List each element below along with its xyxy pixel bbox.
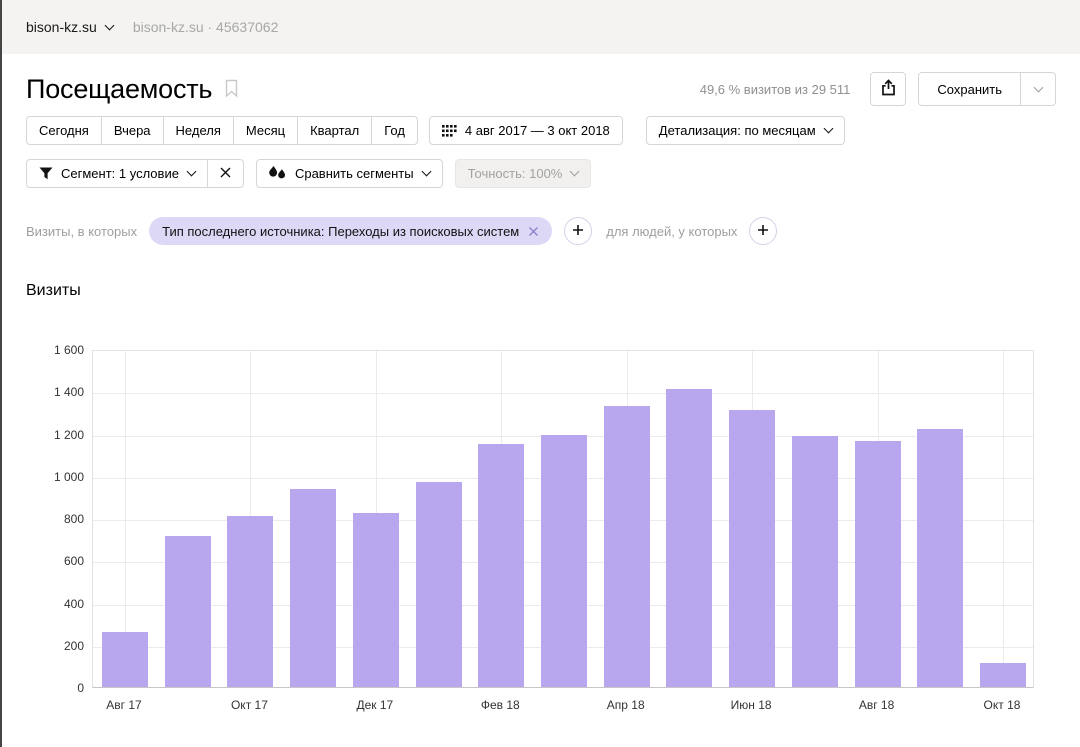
- y-axis-tick-label: 0: [77, 681, 84, 695]
- chevron-down-icon: [104, 20, 115, 30]
- y-axis-tick-label: 1 200: [53, 427, 84, 442]
- people-condition-label: для людей, у которых: [606, 223, 738, 239]
- x-axis-tick-label: Окт 18: [983, 698, 1021, 712]
- calendar-grid-icon: [441, 124, 457, 137]
- share-button[interactable]: [870, 72, 907, 106]
- period-tabs: Сегодня Вчера Неделя Месяц Квартал Год: [26, 116, 418, 145]
- chart-bar-Май 18[interactable]: [666, 389, 713, 687]
- period-tab-3[interactable]: Месяц: [232, 116, 299, 145]
- chart-bar-Мар 18[interactable]: [541, 434, 587, 687]
- save-options-button[interactable]: [1020, 72, 1056, 106]
- chevron-down-icon: [1033, 82, 1043, 92]
- chart-bar-Авг 17[interactable]: [102, 632, 148, 687]
- chart-bar-Июн 18[interactable]: [729, 410, 776, 687]
- detalization-button[interactable]: Детализация: по месяцам: [645, 116, 845, 145]
- y-axis-tick-label: 400: [63, 596, 84, 611]
- x-axis-tick-label: Окт 17: [230, 698, 268, 712]
- title-actions: 49,6 % визитов из 29 511 Сохранить: [700, 72, 1056, 106]
- x-axis-tick-label: Авг 17: [106, 698, 142, 712]
- gridline-horizontal: [93, 393, 1033, 395]
- chart-bar-Фев 18[interactable]: [478, 444, 525, 687]
- compare-segments-label: Сравнить сегменты: [294, 166, 414, 181]
- y-axis-tick-label: 600: [63, 554, 84, 569]
- site-switcher[interactable]: bison-kz.su: [26, 19, 115, 35]
- chart-bar-Сен 17[interactable]: [164, 535, 211, 687]
- date-range-label: 4 авг 2017 — 3 окт 2018: [464, 123, 610, 138]
- segment-label: Сегмент: 1 условие: [61, 166, 179, 181]
- chart-plot-area: [92, 350, 1034, 688]
- chart-bar-Авг 18[interactable]: [854, 440, 901, 687]
- segment-group: Сегмент: 1 условие: [26, 159, 244, 188]
- chart-bar-Ноя 17[interactable]: [290, 489, 337, 687]
- chart-bar-Янв 18[interactable]: [415, 482, 462, 687]
- period-row: Сегодня Вчера Неделя Месяц Квартал Год 4 авг …: [26, 116, 1056, 145]
- period-tab-0[interactable]: Сегодня: [26, 116, 102, 145]
- chart-bar-Окт 18[interactable]: [980, 662, 1026, 687]
- visits-summary: 49,6 % визитов из 29 511: [699, 81, 851, 97]
- chevron-down-icon: [186, 166, 197, 177]
- segment-row: Сегмент: 1 условие Сравнить сегменты: [26, 159, 1056, 188]
- period-tab-5[interactable]: Год: [371, 116, 418, 145]
- plus-icon: [757, 224, 769, 239]
- x-axis-tick-label: Дек 17: [356, 698, 394, 712]
- chart-title: Визиты: [26, 282, 81, 299]
- x-axis-tick-label: Июн 18: [730, 698, 772, 712]
- chart-bar-Сен 18[interactable]: [917, 429, 964, 687]
- site-counter-id: bison-kz.su · 45637062: [132, 19, 279, 35]
- drops-compare-icon: [269, 166, 287, 181]
- period-tab-2[interactable]: Неделя: [162, 116, 234, 145]
- x-axis-tick-label: Авг 18: [858, 698, 895, 712]
- main-content: Посещаемость 49,6 % визитов из 29 511: [2, 70, 1080, 722]
- y-axis-tick-label: 1 000: [53, 469, 84, 484]
- period-tab-1[interactable]: Вчера: [100, 116, 164, 145]
- segment-clear-button[interactable]: [206, 159, 244, 188]
- chevron-down-icon: [421, 166, 432, 177]
- save-split-button: Сохранить: [918, 72, 1056, 106]
- add-people-condition-button[interactable]: [749, 217, 778, 245]
- gridline-vertical: [1003, 351, 1004, 687]
- detalization-label: Детализация: по месяцам: [658, 123, 816, 138]
- y-axis-tick-label: 1 600: [53, 343, 84, 357]
- y-axis-tick-label: 1 400: [53, 385, 84, 400]
- bookmark-icon[interactable]: [224, 79, 239, 103]
- topbar: bison-kz.su bison-kz.su · 45637062: [2, 0, 1080, 54]
- close-icon: [219, 166, 232, 182]
- filter-chip-row: Визиты, в которых Тип последнего источни…: [26, 217, 1056, 245]
- date-range-button[interactable]: 4 авг 2017 — 3 окт 2018: [428, 116, 623, 145]
- filter-funnel-icon: [39, 167, 53, 180]
- chart-bar-Дек 17[interactable]: [352, 512, 399, 687]
- y-axis-tick-label: 800: [63, 512, 84, 526]
- accuracy-label: Точность: 100%: [467, 166, 563, 181]
- remove-filter-icon[interactable]: [528, 226, 539, 237]
- add-visit-condition-button[interactable]: [564, 217, 593, 245]
- chevron-down-icon: [569, 166, 580, 177]
- period-tab-4[interactable]: Квартал: [297, 116, 373, 145]
- accuracy-button[interactable]: Точность: 100%: [454, 159, 592, 188]
- plus-icon: [572, 224, 584, 239]
- y-axis-tick-label: 200: [63, 638, 84, 653]
- chart-bar-Апр 18[interactable]: [603, 406, 650, 687]
- save-button[interactable]: Сохранить: [918, 72, 1021, 106]
- share-icon: [880, 79, 897, 99]
- chart-bar-Окт 17[interactable]: [227, 515, 274, 687]
- chevron-down-icon: [823, 123, 834, 134]
- x-axis-tick-label: Фев 18: [480, 698, 520, 712]
- visits-bar-chart: 1 600 1 400 1 200 1 000 800 600 400 200 0 Авг 17 О…: [26, 343, 1056, 722]
- source-type-filter-chip[interactable]: Тип последнего источника: Переходы из по…: [149, 217, 553, 245]
- x-axis-tick-label: Апр 18: [606, 698, 645, 712]
- segment-button[interactable]: Сегмент: 1 условие: [26, 159, 208, 188]
- visits-condition-label: Визиты, в которых: [26, 223, 138, 239]
- title-row: Посещаемость 49,6 % визитов из 29 511: [26, 70, 1056, 108]
- gridline-vertical: [125, 351, 126, 687]
- filter-chip-label: Тип последнего источника: Переходы из по…: [162, 223, 520, 239]
- compare-segments-button[interactable]: Сравнить сегменты: [255, 159, 443, 188]
- page-title: Посещаемость: [26, 73, 213, 104]
- site-name: bison-kz.su: [26, 19, 97, 35]
- chart-bar-Июл 18[interactable]: [791, 435, 838, 687]
